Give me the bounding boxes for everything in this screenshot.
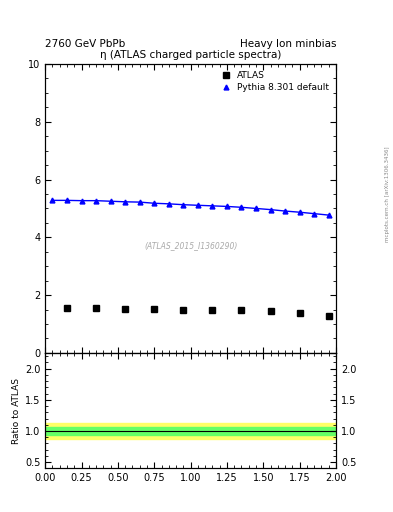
- ATLAS: [94, 305, 98, 311]
- Text: 2760 GeV PbPb: 2760 GeV PbPb: [45, 38, 125, 49]
- Pythia 8.301 default: [167, 201, 171, 207]
- ATLAS: [239, 307, 244, 313]
- Line: Pythia 8.301 default: Pythia 8.301 default: [50, 198, 331, 218]
- ATLAS: [268, 308, 273, 314]
- Pythia 8.301 default: [64, 197, 70, 203]
- Pythia 8.301 default: [196, 202, 200, 208]
- Pythia 8.301 default: [181, 202, 186, 208]
- ATLAS: [210, 307, 215, 313]
- Pythia 8.301 default: [225, 203, 230, 209]
- Legend: ATLAS, Pythia 8.301 default: ATLAS, Pythia 8.301 default: [217, 69, 332, 95]
- ATLAS: [64, 305, 70, 311]
- Line: ATLAS: ATLAS: [64, 305, 332, 319]
- Pythia 8.301 default: [94, 198, 98, 204]
- ATLAS: [123, 306, 128, 312]
- Pythia 8.301 default: [108, 198, 113, 204]
- Pythia 8.301 default: [283, 208, 287, 214]
- Pythia 8.301 default: [79, 198, 84, 204]
- ATLAS: [298, 310, 302, 316]
- ATLAS: [326, 313, 331, 319]
- Pythia 8.301 default: [254, 205, 259, 211]
- Pythia 8.301 default: [326, 212, 331, 218]
- Pythia 8.301 default: [123, 199, 128, 205]
- Text: mcplots.cern.ch [arXiv:1306.3436]: mcplots.cern.ch [arXiv:1306.3436]: [385, 147, 390, 242]
- ATLAS: [152, 306, 156, 312]
- Text: Heavy Ion minbias: Heavy Ion minbias: [239, 38, 336, 49]
- Y-axis label: Ratio to ATLAS: Ratio to ATLAS: [12, 378, 21, 444]
- Pythia 8.301 default: [312, 210, 317, 217]
- Pythia 8.301 default: [50, 197, 55, 203]
- Pythia 8.301 default: [298, 209, 302, 215]
- ATLAS: [181, 307, 186, 313]
- Pythia 8.301 default: [210, 203, 215, 209]
- Pythia 8.301 default: [138, 199, 142, 205]
- Pythia 8.301 default: [268, 206, 273, 212]
- Pythia 8.301 default: [152, 200, 156, 206]
- Title: η (ATLAS charged particle spectra): η (ATLAS charged particle spectra): [100, 51, 281, 60]
- Pythia 8.301 default: [239, 204, 244, 210]
- Text: (ATLAS_2015_I1360290): (ATLAS_2015_I1360290): [144, 242, 237, 250]
